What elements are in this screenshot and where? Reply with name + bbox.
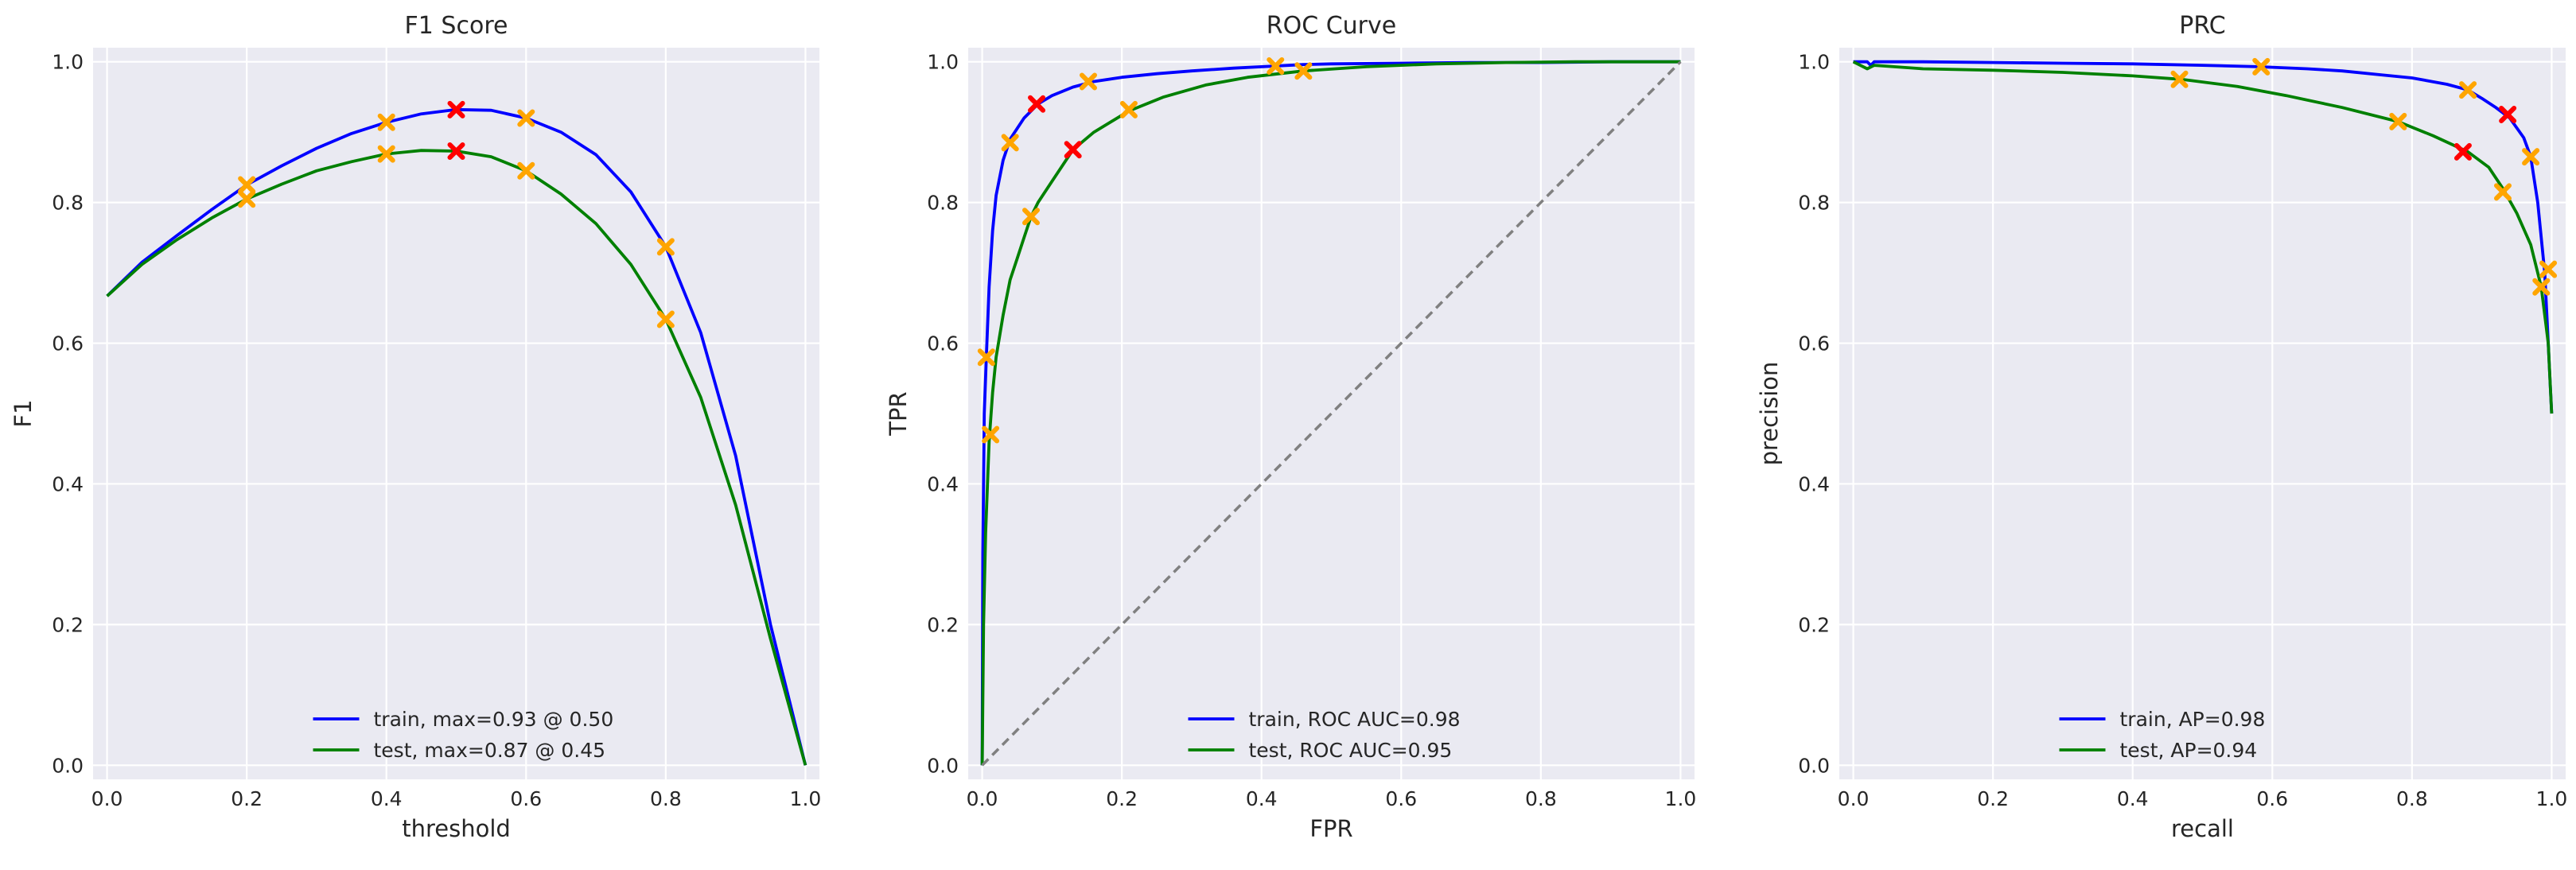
chance-diagonal-line xyxy=(981,60,1682,767)
y-tick-label: 0.6 xyxy=(1798,332,1830,355)
x-tick-label: 0.0 xyxy=(91,787,123,810)
threshold-marker xyxy=(1119,100,1138,118)
chart-panel-2: 0.0 0.2 0.4 0.6 0.8 1.0 0.0 0.2 0.4 0.6 0.8 1.0 ROC … xyxy=(885,12,1696,842)
gridlines xyxy=(1839,48,2566,779)
x-tick-label: 1.0 xyxy=(1665,787,1697,810)
legend-label: test, AP=0.94 xyxy=(2120,739,2258,762)
plot-area xyxy=(93,48,819,779)
max-marker xyxy=(1028,95,1046,113)
y-tick-label: 0.4 xyxy=(52,472,84,495)
series-line-test xyxy=(1852,60,2554,414)
y-axis-label: F1 xyxy=(10,399,37,427)
threshold-marker xyxy=(517,109,535,127)
legend-label: train, ROC AUC=0.98 xyxy=(1249,708,1461,731)
y-tick-label: 1.0 xyxy=(927,51,959,74)
y-tick-label: 0.4 xyxy=(927,472,959,495)
x-tick-label: 0.4 xyxy=(1246,787,1278,810)
threshold-marker xyxy=(1267,57,1285,75)
threshold-marker xyxy=(977,348,995,367)
x-tick-label: 0.2 xyxy=(1977,787,2009,810)
y-tick-label: 0.2 xyxy=(1798,613,1830,636)
x-tick-label: 0.6 xyxy=(2256,787,2288,810)
threshold-marker xyxy=(1294,62,1313,80)
legend: train, max=0.93 @ 0.50 test, max=0.87 @ 0… xyxy=(313,708,614,762)
x-axis-label: recall xyxy=(2171,815,2234,842)
max-marker xyxy=(1064,141,1082,159)
chart-title: ROC Curve xyxy=(1267,12,1396,40)
legend-label: test, max=0.87 @ 0.45 xyxy=(374,739,606,762)
threshold-marker xyxy=(2532,278,2551,296)
max-marker xyxy=(2453,142,2472,161)
threshold-marker xyxy=(1079,72,1097,91)
threshold-marker xyxy=(2170,70,2189,88)
threshold-marker xyxy=(238,190,256,208)
y-tick-label: 0.2 xyxy=(927,613,959,636)
threshold-marker xyxy=(656,238,675,256)
y-tick-label: 0.8 xyxy=(52,192,84,215)
series-line-test xyxy=(980,60,1681,766)
y-tick-label: 0.4 xyxy=(1798,472,1830,495)
x-tick-label: 0.8 xyxy=(2396,787,2428,810)
threshold-marker xyxy=(1022,208,1041,226)
y-tick-label: 1.0 xyxy=(1798,51,1830,74)
threshold-marker xyxy=(656,310,675,328)
max-marker xyxy=(2499,106,2517,124)
y-tick-label: 0.2 xyxy=(52,613,84,636)
x-tick-label: 0.8 xyxy=(650,787,682,810)
chart-title: F1 Score xyxy=(405,12,508,40)
max-marker xyxy=(447,100,465,118)
x-tick-label: 1.0 xyxy=(2536,787,2568,810)
threshold-marker xyxy=(2493,183,2512,201)
y-tick-label: 0.8 xyxy=(1798,192,1830,215)
threshold-marker xyxy=(2539,260,2558,278)
x-tick-label: 0.2 xyxy=(231,787,263,810)
x-tick-label: 0.4 xyxy=(2117,787,2149,810)
threshold-marker xyxy=(517,161,535,180)
x-tick-label: 0.8 xyxy=(1525,787,1557,810)
x-tick-label: 1.0 xyxy=(790,787,822,810)
y-tick-label: 0.0 xyxy=(1798,754,1830,777)
y-tick-label: 0.6 xyxy=(927,332,959,355)
y-axis-label: precision xyxy=(1756,362,1783,466)
threshold-marker xyxy=(2252,57,2271,76)
threshold-marker xyxy=(2459,81,2477,99)
chart-panel-1: 0.0 0.2 0.4 0.6 0.8 1.0 0.0 0.2 0.4 0.6 0.8 1.0 F1 S… xyxy=(10,12,821,842)
gridlines xyxy=(93,48,819,779)
y-tick-label: 0.0 xyxy=(52,754,84,777)
legend-label: test, ROC AUC=0.95 xyxy=(1249,739,1453,762)
x-tick-label: 0.6 xyxy=(1385,787,1417,810)
legend: train, AP=0.98 test, AP=0.94 xyxy=(2059,708,2266,762)
chart-title: PRC xyxy=(2179,12,2225,40)
plot-area xyxy=(968,48,1695,779)
y-axis-label: TPR xyxy=(885,391,912,436)
x-tick-label: 0.6 xyxy=(510,787,542,810)
series-line-train xyxy=(980,60,1681,766)
legend-label: train, AP=0.98 xyxy=(2120,708,2266,731)
x-tick-label: 0.0 xyxy=(967,787,998,810)
threshold-marker xyxy=(377,113,395,131)
threshold-marker xyxy=(2389,112,2407,130)
threshold-marker xyxy=(377,145,395,163)
threshold-marker xyxy=(982,425,1000,444)
threshold-marker xyxy=(2522,148,2540,166)
x-tick-label: 0.0 xyxy=(1838,787,1870,810)
max-marker xyxy=(447,142,465,161)
threshold-marker xyxy=(238,176,256,194)
x-axis-label: threshold xyxy=(402,815,511,842)
y-tick-label: 0.8 xyxy=(927,192,959,215)
y-tick-label: 1.0 xyxy=(52,51,84,74)
threshold-marker xyxy=(1001,134,1019,152)
chart-panel-3: 0.0 0.2 0.4 0.6 0.8 1.0 0.0 0.2 0.4 0.6 0.8 1.0 PRC r… xyxy=(1756,12,2567,842)
x-axis-label: FPR xyxy=(1309,815,1352,842)
x-tick-label: 0.4 xyxy=(371,787,403,810)
x-tick-label: 0.2 xyxy=(1106,787,1138,810)
y-tick-label: 0.0 xyxy=(927,754,959,777)
legend-label: train, max=0.93 @ 0.50 xyxy=(374,708,614,731)
legend: train, ROC AUC=0.98 test, ROC AUC=0.95 xyxy=(1188,708,1461,762)
y-tick-label: 0.6 xyxy=(52,332,84,355)
plot-area xyxy=(1839,48,2566,779)
